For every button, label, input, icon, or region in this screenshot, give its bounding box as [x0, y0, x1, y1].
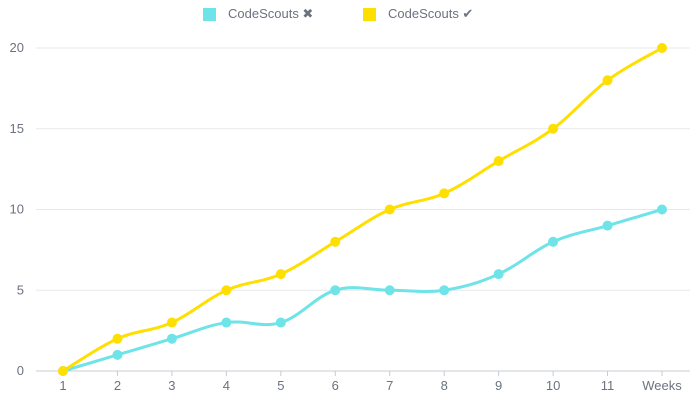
data-point-series-0-10[interactable] [602, 220, 613, 231]
data-point-series-1-10[interactable] [602, 75, 613, 86]
data-point-series-0-9[interactable] [548, 236, 559, 247]
data-point-series-1-1[interactable] [112, 333, 123, 344]
y-tick-label: 5 [17, 282, 24, 297]
legend-item-series-0[interactable]: CodeScouts ✖ [203, 6, 313, 22]
data-point-series-0-5[interactable] [330, 285, 341, 296]
x-tick-label: 9 [495, 378, 502, 393]
x-tick-label: 4 [223, 378, 230, 393]
data-point-series-1-6[interactable] [384, 204, 395, 215]
data-point-series-1-2[interactable] [166, 317, 177, 328]
x-tick-label: 2 [114, 378, 121, 393]
x-tick-label: 10 [546, 378, 560, 393]
data-point-series-0-2[interactable] [166, 333, 177, 344]
y-tick-label: 20 [10, 40, 24, 55]
data-point-series-1-9[interactable] [548, 123, 559, 134]
legend: CodeScouts ✖ CodeScouts ✔ [0, 6, 700, 26]
data-point-series-1-5[interactable] [330, 236, 341, 247]
data-point-series-0-1[interactable] [112, 349, 123, 360]
y-tick-label: 15 [10, 121, 24, 136]
y-axis-ticks: 0 5 10 15 20 [10, 40, 24, 378]
x-tick-label: 11 [601, 378, 615, 393]
data-point-series-0-8[interactable] [493, 269, 504, 280]
data-point-series-0-11[interactable] [657, 204, 667, 215]
x-tick-label: 5 [277, 378, 284, 393]
data-point-series-1-8[interactable] [493, 156, 504, 167]
data-point-series-0-6[interactable] [384, 285, 395, 296]
legend-label: CodeScouts ✖ [228, 6, 314, 21]
legend-swatch [203, 7, 216, 21]
data-point-series-0-4[interactable] [275, 317, 286, 328]
data-point-series-0-7[interactable] [439, 285, 450, 296]
legend-label: CodeScouts ✔ [388, 6, 474, 21]
legend-item-series-1[interactable]: CodeScouts ✔ [363, 6, 473, 22]
x-tick-label: 8 [441, 378, 448, 393]
x-tick-label: 6 [332, 378, 339, 393]
y-tick-label: 0 [17, 363, 24, 378]
data-point-series-1-3[interactable] [221, 285, 232, 296]
data-point-series-1-11[interactable] [657, 43, 667, 53]
x-axis-ticks: 1 2 3 4 5 6 7 8 9 10 11 Weeks [59, 371, 682, 393]
grid-lines [36, 47, 690, 372]
y-tick-label: 10 [10, 202, 24, 217]
data-point-series-0-3[interactable] [221, 317, 232, 328]
data-point-series-1-0[interactable] [58, 366, 68, 376]
data-point-series-1-4[interactable] [275, 269, 286, 280]
data-point-series-1-7[interactable] [439, 188, 450, 199]
x-tick-label: 1 [59, 378, 66, 393]
x-tick-label: 7 [386, 378, 393, 393]
series-points [58, 43, 667, 376]
x-tick-label: 3 [168, 378, 175, 393]
x-tick-label: Weeks [642, 378, 682, 393]
legend-swatch [363, 7, 376, 21]
